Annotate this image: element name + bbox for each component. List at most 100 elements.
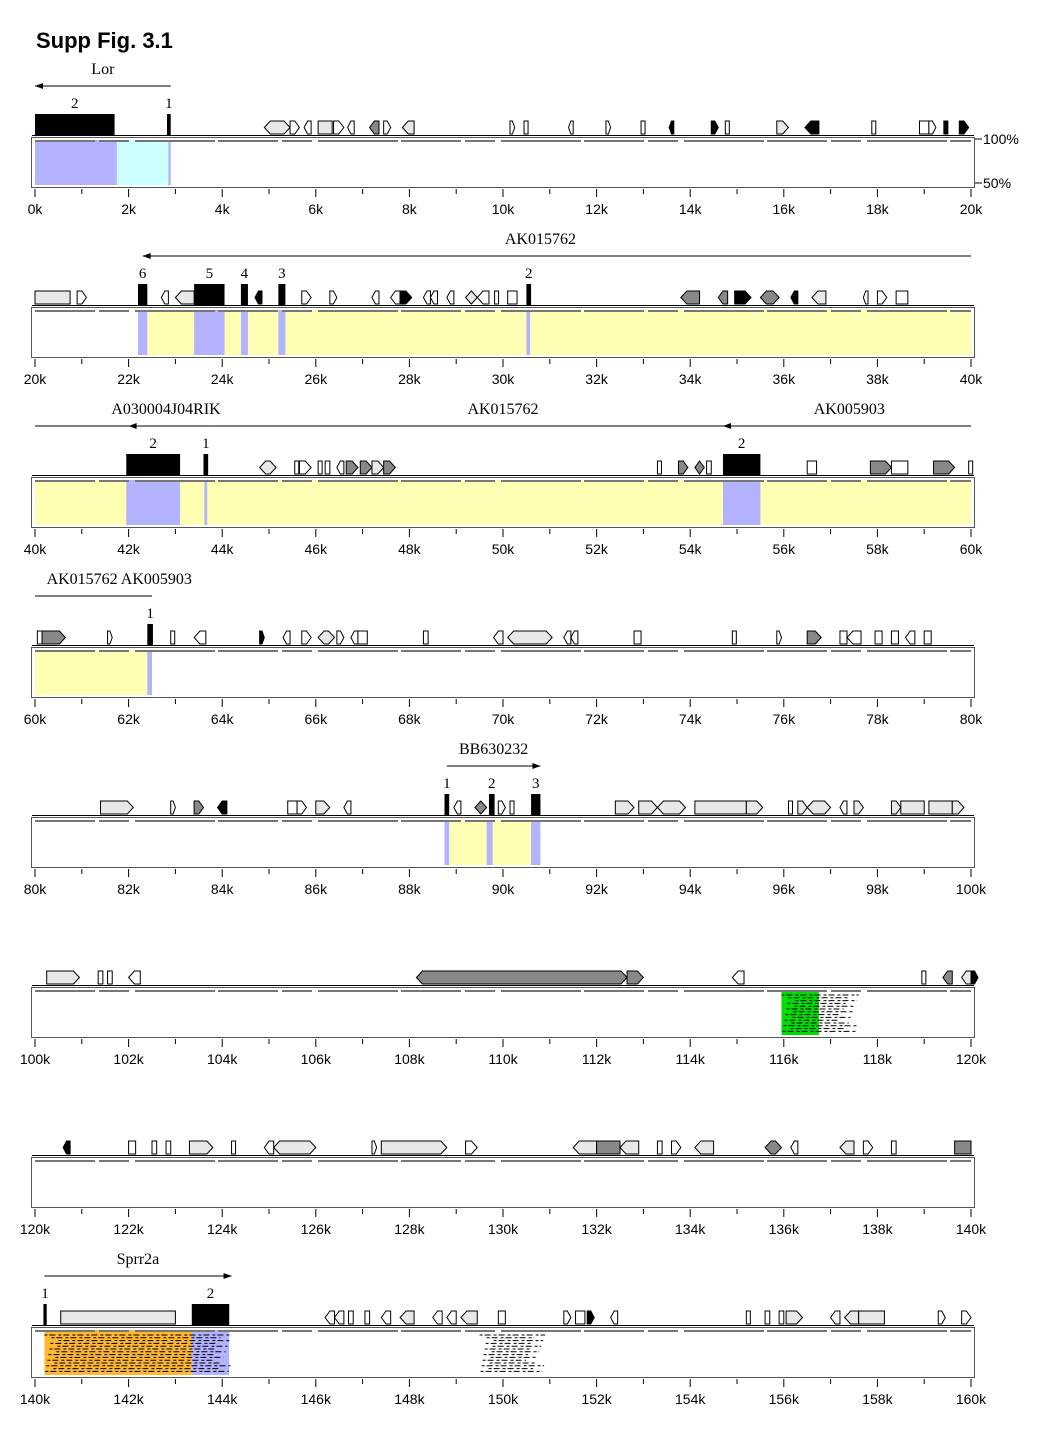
repeat-element <box>961 1310 972 1325</box>
repeat-element <box>364 1310 371 1325</box>
repeat-element <box>928 120 937 135</box>
repeat-element <box>890 1140 897 1155</box>
tick-label: 112k <box>582 1051 612 1067</box>
repeat-element <box>858 1310 885 1325</box>
repeat-element <box>497 800 506 815</box>
repeat-element <box>968 460 974 475</box>
repeat-element <box>383 120 392 135</box>
tick-label: 88k <box>398 881 422 897</box>
exon-box <box>166 114 171 135</box>
repeat-element <box>958 120 970 135</box>
tick-label: 140k <box>20 1391 51 1407</box>
exon-number: 6 <box>139 266 147 282</box>
panel-5: 100k 102k 104k 106k 108k 110k 112k 114k 116k 118k… <box>20 970 987 1067</box>
tick-label: 110k <box>488 1051 518 1067</box>
repeat-element <box>787 800 793 815</box>
repeat-element <box>357 630 368 645</box>
repeat-element <box>336 460 345 475</box>
repeat-element <box>764 1310 771 1325</box>
repeat-element <box>970 970 979 985</box>
percent-label: 100% <box>983 131 1019 147</box>
tick-label: 120k <box>20 1221 51 1237</box>
tick-label: 158k <box>862 1391 893 1407</box>
repeat-element <box>731 630 737 645</box>
repeat-element <box>296 800 308 815</box>
repeat-element <box>656 1140 663 1155</box>
repeat-element <box>347 120 355 135</box>
tick-label: 92k <box>585 881 609 897</box>
tick-label: 50k <box>492 541 516 557</box>
repeat-element <box>843 1310 860 1325</box>
repeat-element <box>509 120 516 135</box>
exon-box <box>444 794 450 815</box>
tick-label: 24k <box>211 371 235 387</box>
repeat-element <box>231 1140 237 1155</box>
exon-box <box>531 794 541 815</box>
tick-label: 76k <box>773 711 797 727</box>
repeat-element <box>60 1310 176 1325</box>
repeat-element <box>399 1310 415 1325</box>
tick-label: 90k <box>492 881 516 897</box>
repeat-element <box>170 800 176 815</box>
exon-box <box>203 454 209 475</box>
tick-label: 62k <box>117 711 141 727</box>
repeat-element <box>333 120 345 135</box>
tick-label: 116k <box>769 1051 799 1067</box>
repeat-element <box>127 970 141 985</box>
shaded-region-intron <box>35 650 148 695</box>
tick-label: 132k <box>581 1221 612 1237</box>
tick-label: 4k <box>215 201 231 217</box>
repeat-element <box>453 800 462 815</box>
tick-label: 140k <box>956 1221 987 1237</box>
tick-label: 144k <box>207 1391 238 1407</box>
repeat-element <box>254 290 263 305</box>
repeat-element <box>954 1140 972 1155</box>
repeat-element <box>258 460 277 475</box>
repeat-element <box>399 290 413 305</box>
tick-label: 104k <box>207 1051 238 1067</box>
shaded-region-exon <box>278 310 286 355</box>
repeat-element <box>107 970 113 985</box>
repeat-element <box>272 1140 317 1155</box>
tick-label: 94k <box>679 881 703 897</box>
tick-label: 14k <box>679 201 703 217</box>
shaded-region-intron <box>35 480 971 525</box>
repeat-element <box>874 630 883 645</box>
identity-plot-box <box>31 137 975 188</box>
repeat-element <box>567 120 574 135</box>
repeat-element <box>680 290 701 305</box>
repeat-element <box>811 290 827 305</box>
repeat-element <box>343 800 352 815</box>
repeat-element <box>626 970 645 985</box>
tick-label: 20k <box>960 201 984 217</box>
repeat-element <box>287 800 298 815</box>
tick-label: 98k <box>866 881 890 897</box>
shaded-region-exon <box>35 140 117 185</box>
repeat-element <box>76 290 88 305</box>
shaded-region-exon <box>137 310 148 355</box>
repeat-element <box>345 460 359 475</box>
repeat-element <box>563 630 572 645</box>
repeat-element <box>640 120 646 135</box>
gene-label: AK015762 AK005903 <box>47 571 192 588</box>
repeat-element <box>694 1140 715 1155</box>
repeat-element <box>474 800 488 815</box>
exon-number: 2 <box>738 436 746 452</box>
tick-label: 120k <box>956 1051 987 1067</box>
exon-number: 5 <box>206 266 214 282</box>
panel-4: BB630232 1 2 3 80k 82k 84k 86k 88k 90k 92k 94k 96k 98… <box>24 741 987 897</box>
shaded-region-exon <box>191 1330 230 1375</box>
repeat-element <box>778 1310 785 1325</box>
repeat-element <box>97 970 104 985</box>
repeat-element <box>369 120 380 135</box>
repeat-element <box>951 800 965 815</box>
repeat-element <box>298 460 312 475</box>
repeat-element <box>890 800 902 815</box>
repeat-element <box>359 460 373 475</box>
repeat-element <box>507 290 518 305</box>
repeat-element <box>324 460 331 475</box>
repeat-element <box>523 120 529 135</box>
repeat-element <box>731 970 745 985</box>
tick-label: 106k <box>301 1051 332 1067</box>
